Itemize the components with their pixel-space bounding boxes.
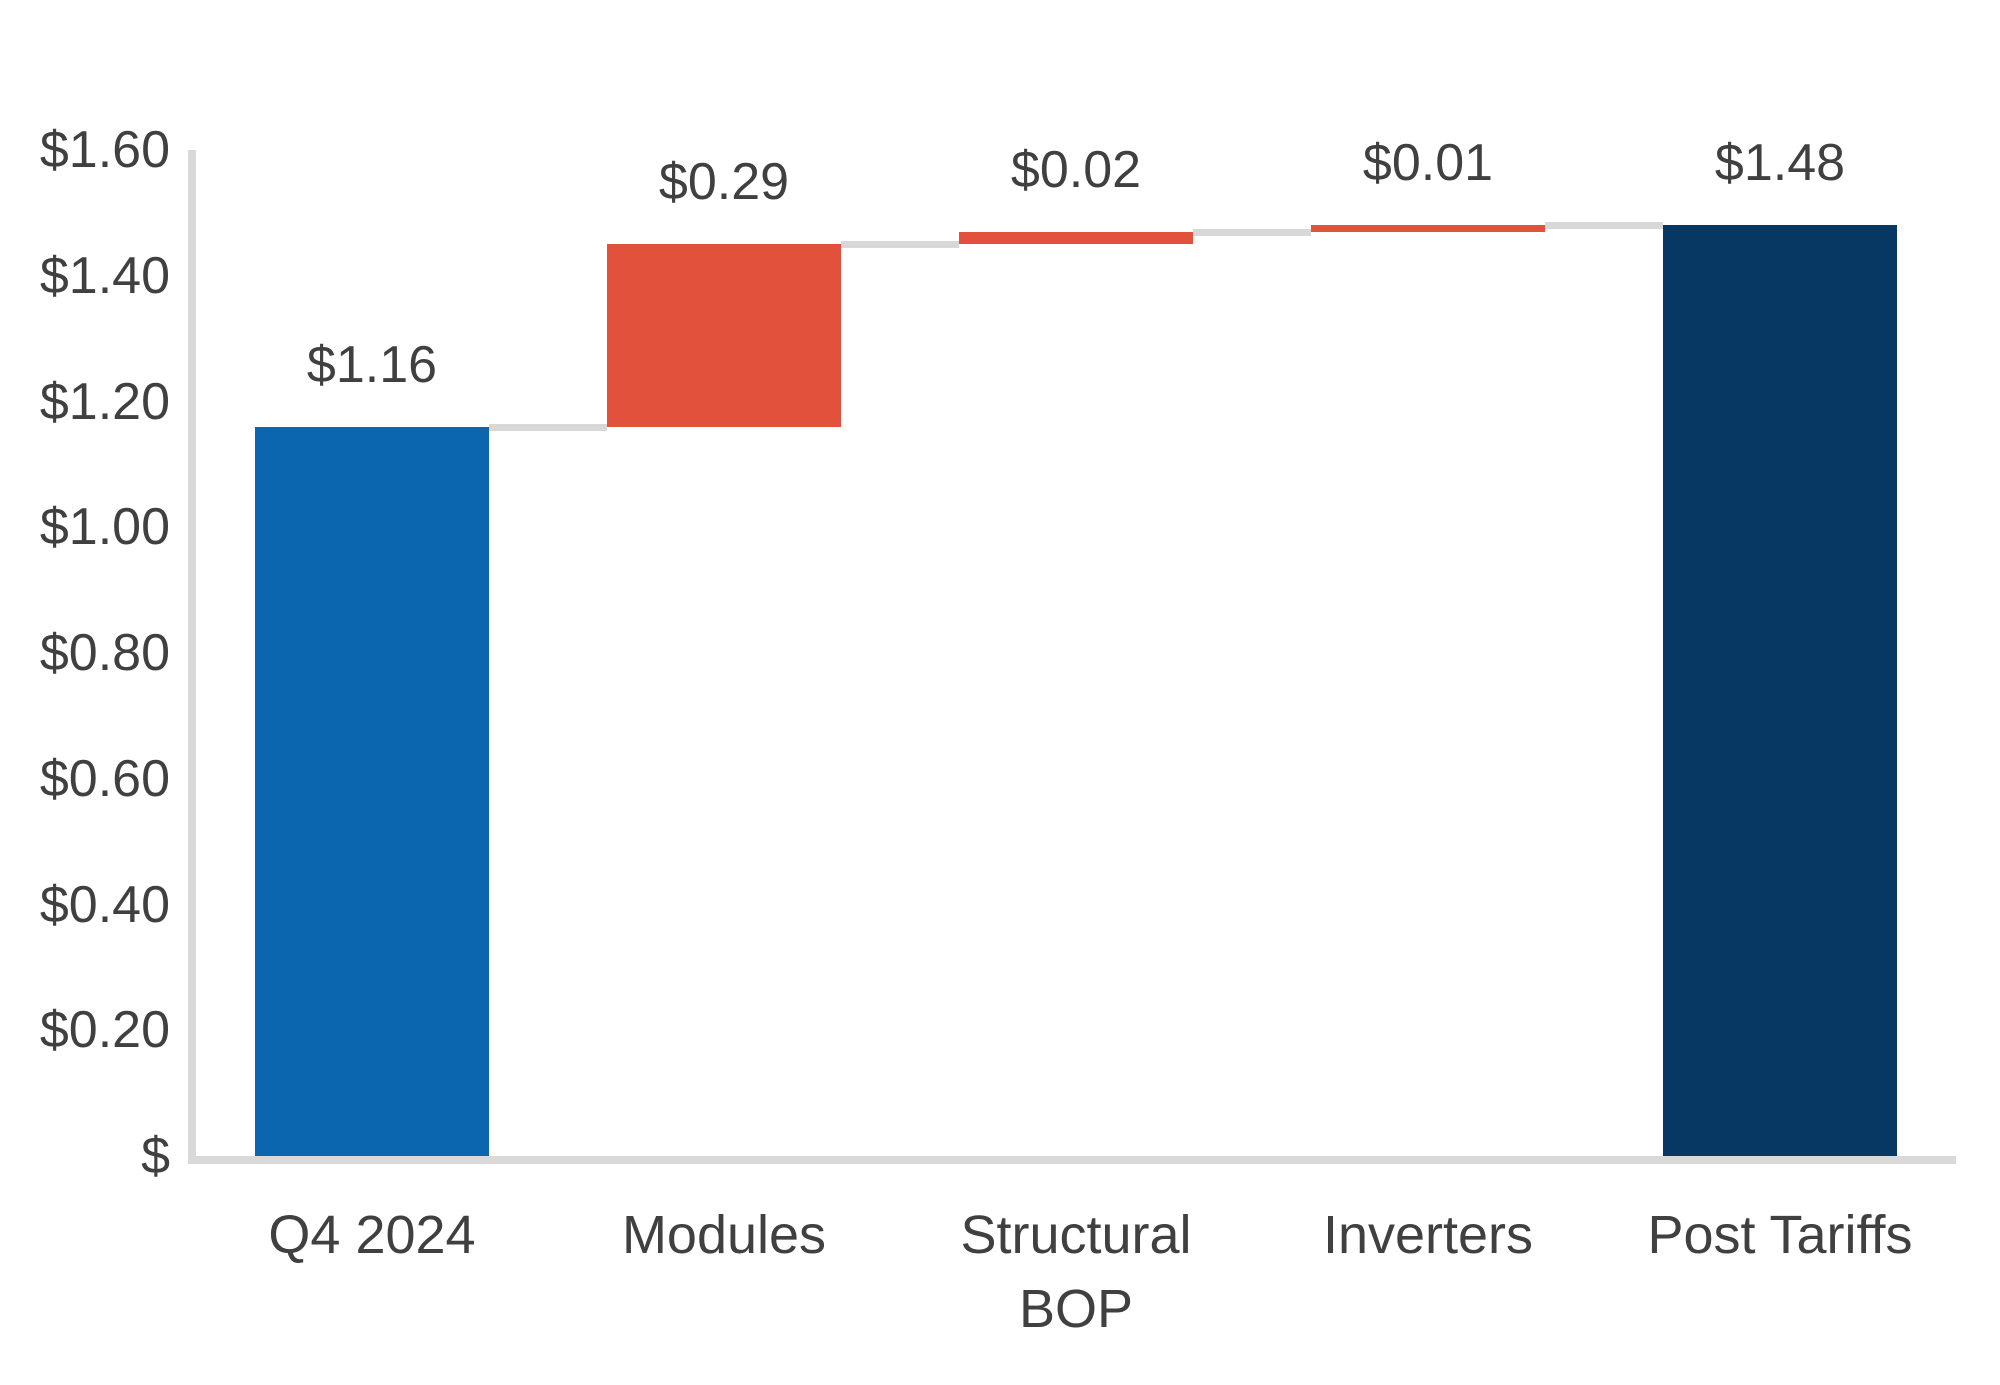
connector-line (841, 241, 959, 249)
x-axis-line (188, 1156, 1956, 1164)
bar-structural-bop (959, 231, 1193, 245)
category-label-modules: Modules (621, 1205, 827, 1265)
value-label-modules: $0.29 (658, 153, 790, 212)
connector-line (489, 423, 607, 431)
y-tick-label: $1.00 (39, 498, 170, 557)
value-label-post-tariffs: $1.48 (1714, 134, 1846, 193)
connector-line (1193, 228, 1311, 236)
y-tick-label: $0.60 (39, 749, 170, 808)
y-tick-label: $0.80 (39, 624, 170, 682)
category-label-q4-2024: Q4 2024 (268, 1205, 476, 1265)
bar-post-tariffs (1663, 225, 1897, 1156)
connector-line (1545, 222, 1663, 230)
bar-q4-2024 (255, 426, 489, 1156)
category-label-inverters: Inverters (1322, 1205, 1534, 1265)
y-tick-label: $1.40 (39, 246, 170, 305)
y-axis-line (188, 150, 196, 1164)
value-label-structural-bop: $0.02 (1010, 140, 1142, 199)
bar-modules (607, 244, 841, 427)
y-tick-label: $1.60 (39, 121, 170, 179)
y-tick-label: $0.20 (39, 1001, 170, 1060)
category-label-structural-bop: Structural BOP (960, 1205, 1192, 1339)
y-tick-label: $1.20 (39, 372, 170, 431)
value-label-q4-2024: $1.16 (306, 335, 438, 394)
y-tick-label: $ (141, 1127, 170, 1185)
category-label-post-tariffs: Post Tariffs (1647, 1205, 1913, 1265)
value-label-inverters: $0.01 (1362, 134, 1494, 193)
bar-inverters (1311, 225, 1545, 233)
y-tick-label: $0.40 (39, 875, 170, 934)
